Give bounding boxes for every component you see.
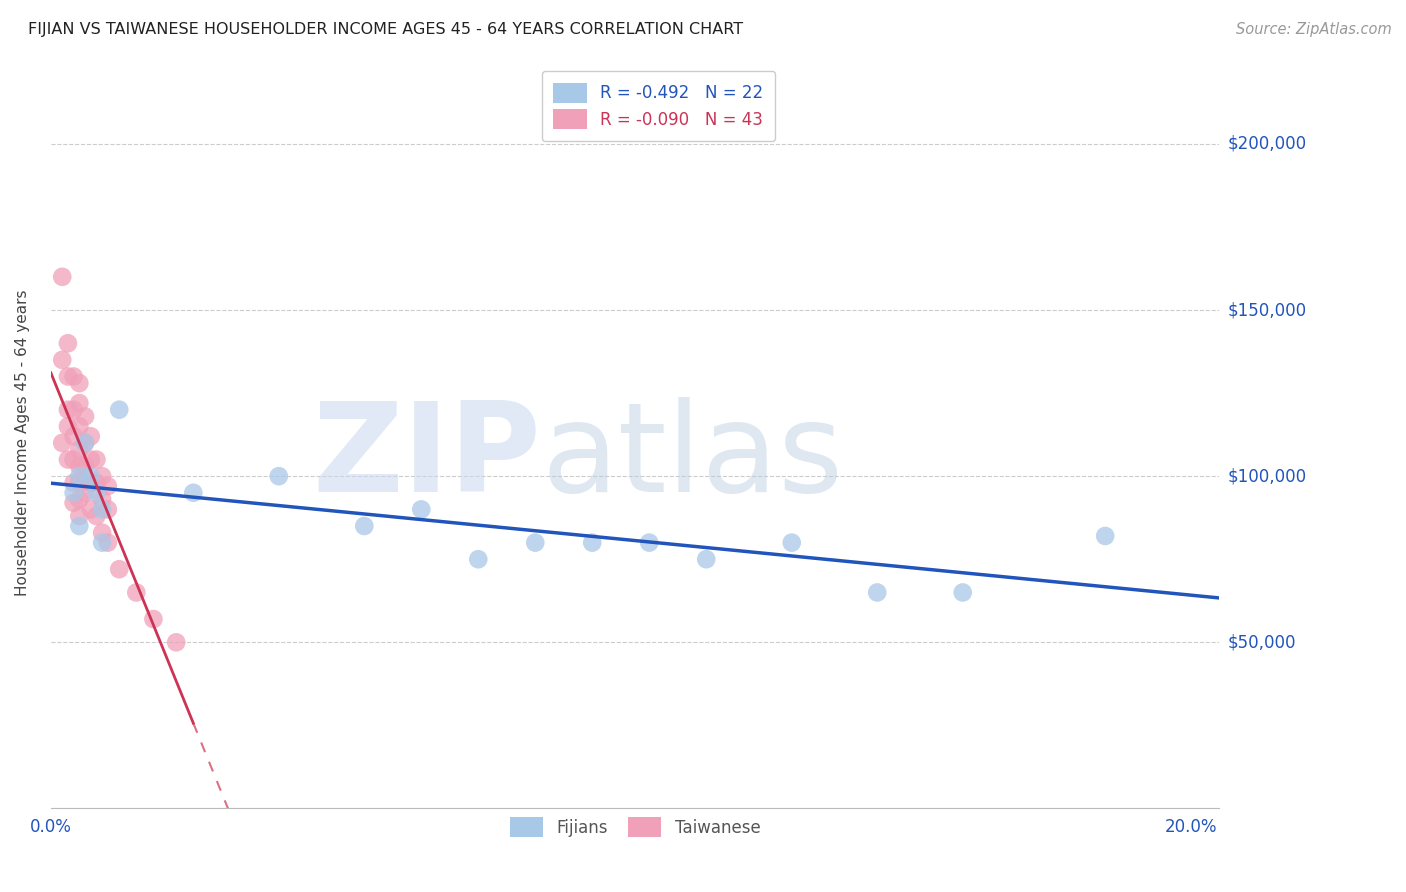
Point (67, 492, 90, 507)
Point (80, 429, 103, 443)
Point (67, 469, 90, 483)
Point (97, 535, 120, 549)
Point (62, 402, 84, 417)
Point (80, 475, 103, 490)
Text: $100,000: $100,000 (1227, 467, 1306, 485)
Point (267, 469, 290, 483)
Point (1094, 529, 1116, 543)
Point (125, 585, 148, 599)
Point (56, 336, 79, 351)
Point (80, 452, 103, 467)
Point (67, 509, 90, 524)
Point (86, 452, 108, 467)
Point (67, 376, 90, 391)
Point (353, 519, 375, 533)
Point (952, 585, 974, 599)
Point (51, 436, 73, 450)
Point (581, 535, 603, 549)
Point (67, 475, 90, 490)
Text: $200,000: $200,000 (1227, 135, 1306, 153)
Point (67, 519, 90, 533)
Point (108, 562, 131, 576)
Point (73, 436, 96, 450)
Point (62, 485, 84, 500)
Text: Source: ZipAtlas.com: Source: ZipAtlas.com (1236, 22, 1392, 37)
Point (62, 429, 84, 443)
Point (73, 485, 96, 500)
Point (51, 269, 73, 284)
Point (91, 502, 114, 516)
Point (62, 496, 84, 510)
Point (695, 552, 717, 566)
Point (62, 475, 84, 490)
Point (67, 396, 90, 410)
Point (67, 459, 90, 474)
Point (411, 502, 433, 516)
Point (91, 525, 114, 540)
Point (165, 635, 187, 649)
Point (56, 452, 79, 467)
Point (62, 369, 84, 384)
Point (67, 442, 90, 457)
Text: ZIP: ZIP (312, 397, 541, 518)
Point (80, 469, 103, 483)
Point (91, 492, 114, 507)
Text: $150,000: $150,000 (1227, 301, 1306, 319)
Point (80, 502, 103, 516)
Point (91, 469, 114, 483)
Point (73, 459, 96, 474)
Point (73, 436, 96, 450)
Point (56, 419, 79, 434)
Text: FIJIAN VS TAIWANESE HOUSEHOLDER INCOME AGES 45 - 64 YEARS CORRELATION CHART: FIJIAN VS TAIWANESE HOUSEHOLDER INCOME A… (28, 22, 744, 37)
Text: atlas: atlas (541, 397, 844, 518)
Point (73, 409, 96, 424)
Point (866, 585, 889, 599)
Point (467, 552, 489, 566)
Point (142, 612, 165, 626)
Y-axis label: Householder Income Ages 45 - 64 years: Householder Income Ages 45 - 64 years (15, 290, 30, 596)
Text: $50,000: $50,000 (1227, 633, 1296, 651)
Point (86, 475, 108, 490)
Point (62, 452, 84, 467)
Point (86, 509, 108, 524)
Point (780, 535, 803, 549)
Point (524, 535, 547, 549)
Legend: Fijians, Taiwanese: Fijians, Taiwanese (503, 810, 766, 844)
Point (638, 535, 661, 549)
Point (181, 485, 204, 500)
Point (97, 479, 120, 493)
Point (86, 485, 108, 500)
Point (108, 402, 131, 417)
Point (51, 352, 73, 367)
Point (91, 535, 114, 549)
Point (97, 502, 120, 516)
Point (56, 402, 79, 417)
Point (67, 419, 90, 434)
Point (56, 369, 79, 384)
